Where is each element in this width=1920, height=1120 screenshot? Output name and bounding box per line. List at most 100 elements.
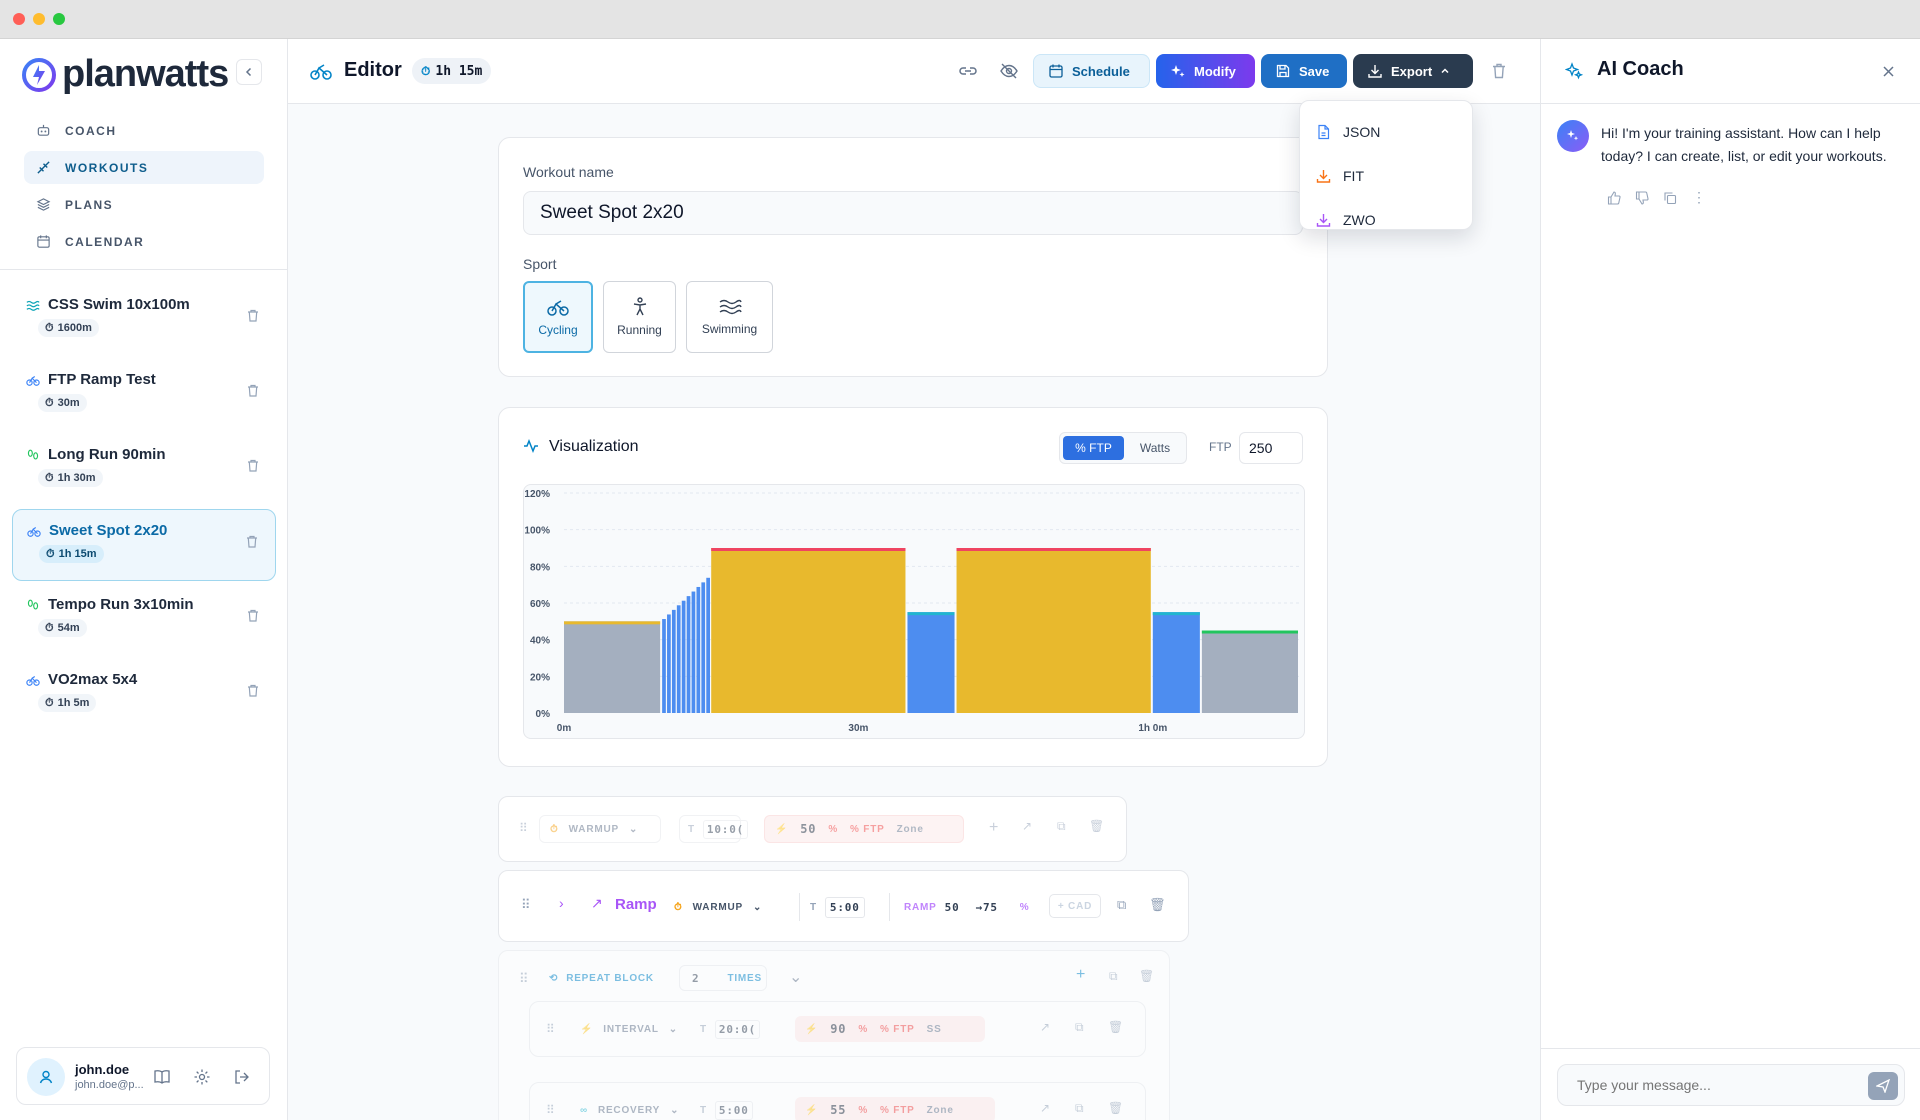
schedule-button[interactable]: Schedule xyxy=(1033,54,1150,88)
step-power-field[interactable]: ⚡ 50% % FTP Zone xyxy=(764,815,964,843)
trash-icon[interactable] xyxy=(246,458,260,473)
trash-icon[interactable]: 🗑 xyxy=(1089,819,1105,833)
drag-handle-icon[interactable]: ⠿ xyxy=(546,1103,555,1117)
book-icon[interactable] xyxy=(153,1068,171,1086)
add-cadence-button[interactable]: + CAD xyxy=(1049,894,1101,918)
trash-icon[interactable] xyxy=(246,608,260,623)
step-type-select[interactable]: ⚡ INTERVAL ⌄ xyxy=(580,1016,678,1042)
copy-icon[interactable]: ⧉ xyxy=(1117,897,1127,912)
trash-icon[interactable] xyxy=(246,308,260,323)
step-time-field[interactable]: T 10:0( xyxy=(679,815,749,843)
sport-swimming-option[interactable]: Swimming xyxy=(686,281,773,353)
lightning-icon: ⚡ xyxy=(775,823,789,835)
eye-off-icon[interactable] xyxy=(999,62,1019,80)
step-time-field[interactable]: T 20:0( xyxy=(700,1016,761,1042)
ftp-input[interactable]: 250 xyxy=(1239,432,1303,464)
more-options-icon[interactable]: ⋮ xyxy=(1692,189,1706,205)
workout-item-tempo-run[interactable]: Tempo Run 3x10min ⏱ 54m xyxy=(12,584,276,656)
chat-input[interactable] xyxy=(1559,1066,1859,1104)
workout-item-ftp-ramp-test[interactable]: FTP Ramp Test ⏱ 30m xyxy=(12,359,276,431)
chevron-down-icon: ⌄ xyxy=(670,1104,680,1116)
trash-icon[interactable] xyxy=(246,683,260,698)
user-icon xyxy=(39,1070,53,1084)
sport-cycling-option[interactable]: Cycling xyxy=(523,281,593,353)
trend-icon[interactable]: ↗ xyxy=(1040,1020,1051,1034)
modify-button[interactable]: Modify xyxy=(1156,54,1255,88)
thumbs-down-icon[interactable] xyxy=(1635,191,1649,205)
toggle-pct-ftp[interactable]: % FTP xyxy=(1063,436,1124,460)
drag-handle-icon[interactable]: ⠿ xyxy=(519,821,528,835)
copy-icon[interactable]: ⧉ xyxy=(1057,819,1066,833)
save-button[interactable]: Save xyxy=(1261,54,1347,88)
trash-icon[interactable] xyxy=(246,383,260,398)
repeat-count-field[interactable]: 2 TIMES xyxy=(679,965,767,991)
chevron-right-icon[interactable]: › xyxy=(559,895,564,911)
export-fit-item[interactable]: FIT xyxy=(1316,164,1364,188)
trash-icon[interactable]: 🗑 xyxy=(1108,1020,1124,1034)
chevron-down-icon[interactable]: ⌄ xyxy=(789,969,803,986)
export-json-item[interactable]: JSON xyxy=(1316,120,1380,144)
collapse-sidebar-button[interactable] xyxy=(236,59,262,85)
chevron-down-icon: ⌄ xyxy=(628,823,639,835)
minimize-window-button[interactable] xyxy=(33,13,45,25)
trash-icon[interactable] xyxy=(1491,62,1507,80)
drag-handle-icon[interactable]: ⠿ xyxy=(521,897,531,912)
step-time-field[interactable]: T 5:00 xyxy=(700,1097,753,1120)
logout-icon[interactable] xyxy=(233,1068,251,1086)
thumbs-up-icon[interactable] xyxy=(1607,191,1621,205)
avatar[interactable] xyxy=(27,1058,65,1096)
step-time-field[interactable]: T 5:00 xyxy=(799,893,869,921)
modify-label: Modify xyxy=(1194,63,1236,79)
workout-item-sweet-spot[interactable]: Sweet Spot 2x20 ⏱ 1h 15m xyxy=(12,509,276,581)
maximize-window-button[interactable] xyxy=(53,13,65,25)
link-icon[interactable] xyxy=(958,62,978,80)
copy-icon[interactable]: ⧉ xyxy=(1075,1020,1084,1034)
sport-running-option[interactable]: Running xyxy=(603,281,676,353)
export-button[interactable]: Export xyxy=(1353,54,1473,88)
step-power-field[interactable]: ⚡ 90% % FTP SS xyxy=(795,1016,985,1042)
footprints-icon xyxy=(27,599,39,610)
close-icon[interactable] xyxy=(1882,65,1895,78)
nav-item-coach[interactable]: COACH xyxy=(24,114,264,147)
time-prefix: T xyxy=(700,1104,707,1116)
trend-icon[interactable]: ↗ xyxy=(1040,1101,1051,1115)
power-value: 50 xyxy=(800,822,817,836)
workout-name-input[interactable]: Sweet Spot 2x20 xyxy=(523,191,1303,235)
duration-value: 1h 30m xyxy=(57,472,96,484)
export-zwo-item[interactable]: ZWO xyxy=(1316,208,1376,232)
nav-item-workouts[interactable]: WORKOUTS xyxy=(24,151,264,184)
step-type-value: RECOVERY xyxy=(597,1104,661,1116)
copy-icon[interactable] xyxy=(1663,191,1677,205)
ramp-power-field[interactable]: RAMP 50 →75% xyxy=(889,893,1029,921)
workout-item-vo2max[interactable]: VO2max 5x4 ⏱ 1h 5m xyxy=(12,659,276,731)
toggle-watts[interactable]: Watts xyxy=(1139,441,1171,455)
nav-item-calendar[interactable]: CALENDAR xyxy=(24,225,264,258)
step-time-value: 20:0( xyxy=(714,1019,761,1039)
close-window-button[interactable] xyxy=(13,13,25,25)
trend-icon[interactable]: ↗ xyxy=(1022,819,1033,833)
timer-icon: ⏱ xyxy=(421,63,431,78)
plus-icon[interactable]: + xyxy=(989,819,999,836)
plus-icon[interactable]: + xyxy=(1076,966,1086,983)
drag-handle-icon[interactable]: ⠿ xyxy=(519,971,529,986)
brand-logo[interactable]: planwatts xyxy=(22,53,229,96)
send-button[interactable] xyxy=(1868,1072,1898,1100)
trash-icon[interactable] xyxy=(245,534,259,549)
copy-icon[interactable]: ⧉ xyxy=(1109,969,1118,983)
step-time-value: 5:00 xyxy=(714,1100,753,1120)
workout-item-long-run[interactable]: Long Run 90min ⏱ 1h 30m xyxy=(12,434,276,506)
trash-icon[interactable]: 🗑 xyxy=(1139,969,1155,983)
step-type-select[interactable]: ⏱ WARMUP ⌄ xyxy=(664,893,774,921)
trash-icon[interactable]: 🗑 xyxy=(1149,897,1166,912)
drag-handle-icon[interactable]: ⠿ xyxy=(546,1022,555,1036)
step-type-select[interactable]: ∞ RECOVERY ⌄ xyxy=(580,1097,679,1120)
nav-item-plans[interactable]: PLANS xyxy=(24,188,264,221)
copy-icon[interactable]: ⧉ xyxy=(1075,1101,1084,1115)
workout-item-css-swim[interactable]: CSS Swim 10x100m ⏱ 1600m xyxy=(12,284,276,356)
step-type-select[interactable]: ⏱ WARMUP ⌄ xyxy=(539,815,661,843)
editor-main: Workout name Sweet Spot 2x20 Sport Cycli… xyxy=(288,104,1540,1120)
trash-icon[interactable]: 🗑 xyxy=(1108,1101,1124,1115)
gear-icon[interactable] xyxy=(193,1068,211,1086)
step-power-field[interactable]: ⚡ 55% % FTP Zone xyxy=(795,1097,995,1120)
ramp-bar xyxy=(691,591,696,713)
